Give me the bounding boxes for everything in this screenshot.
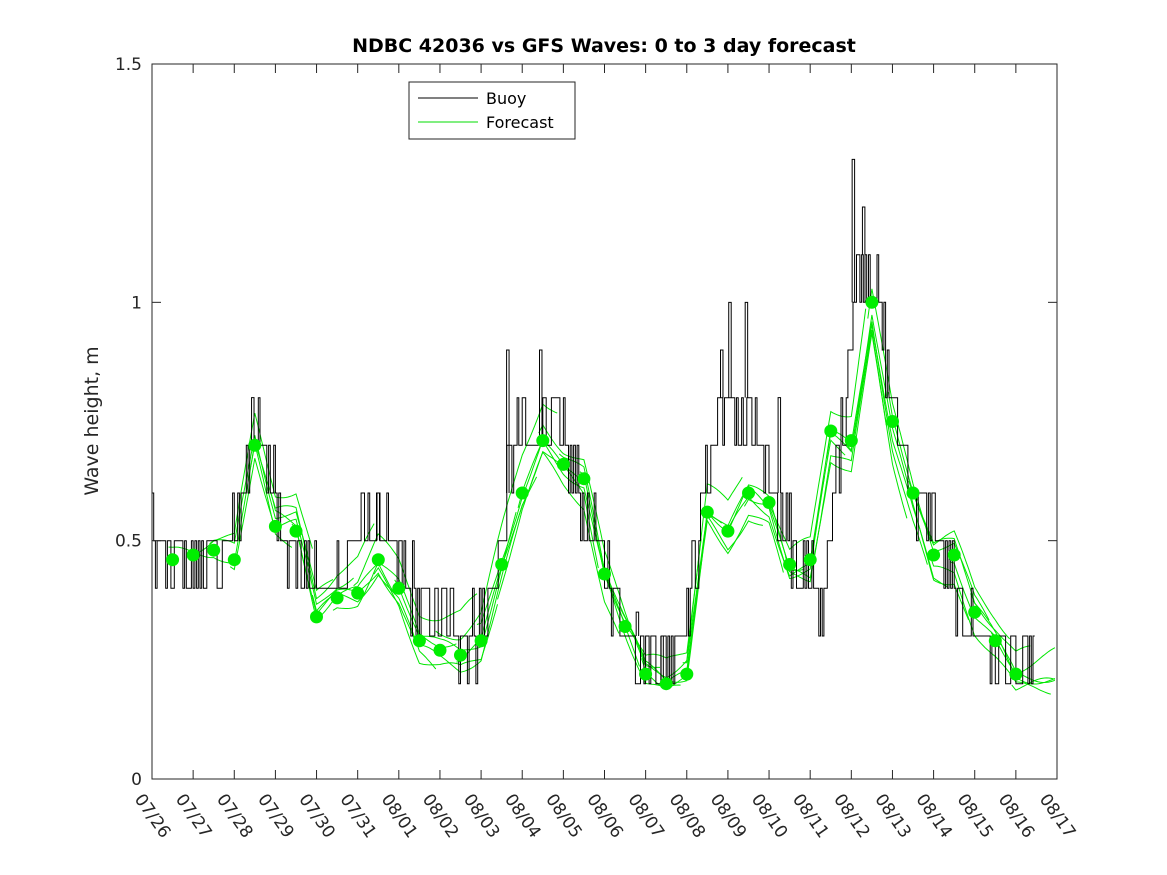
forecast-line [394,511,517,651]
buoy-spike [539,349,543,446]
forecast-marker [536,434,550,448]
legend: Buoy Forecast [408,81,576,140]
buoy-spike [851,158,856,303]
buoy-spike [251,397,255,446]
forecast-line [209,435,334,592]
forecast-marker [227,553,241,567]
forecast-line [353,533,478,622]
forecast-marker [803,553,817,567]
y-tick-label: 0 [131,770,142,790]
forecast-line [373,566,498,666]
forecast-marker [166,553,180,567]
forecast-line [764,333,887,579]
axes-layer [151,63,1058,780]
y-axis-label: Wave height, m [81,346,103,495]
forecast-line [229,458,354,605]
buoy-spike [376,492,380,541]
forecast-line [908,480,1031,652]
forecast-marker [392,581,406,595]
y-tick-labels: 0 0.5 1 1.5 [115,55,142,790]
forecast-marker [886,415,899,428]
forecast-marker [474,634,488,648]
forecast-marker [515,486,529,500]
forecast-line [538,423,660,668]
forecast-marker [947,548,961,562]
forecast-marker [639,667,653,681]
forecast-marker [412,634,426,648]
forecast-marker [268,519,282,533]
forecast-marker [248,438,262,452]
forecast-marker [618,620,632,633]
forecast-marker [906,486,920,500]
forecast-line [497,451,620,634]
forecast-marker [762,496,776,509]
forecast-marker [659,677,673,691]
plot-area [152,64,1057,779]
forecast-marker [927,548,941,562]
buoy-spike [506,349,510,493]
legend-box [408,81,576,140]
forecast-marker [783,558,797,571]
forecast-line [188,412,313,556]
forecast-marker [330,591,344,605]
forecast-marker [844,434,858,448]
forecast-marker [186,548,200,562]
forecast-marker [289,524,303,538]
forecast-marker [495,558,509,571]
forecast-marker [742,486,755,500]
buoy-spike [861,206,866,255]
forecast-marker [577,472,591,486]
y-tick-label: 1 [131,293,142,313]
forecast-marker [1009,667,1023,681]
forecast-marker [351,586,365,600]
series-layer [152,158,1056,695]
buoy-spike [635,611,640,636]
forecast-line [887,392,1011,640]
buoy-spike [720,349,724,398]
legend-buoy-label: Buoy [486,89,526,108]
forecast-marker [700,505,714,519]
forecast-line [620,477,743,679]
y-tick-label: 0.5 [115,532,142,552]
forecast-marker [371,553,385,567]
forecast-marker [556,457,570,471]
buoy-line [152,254,1035,685]
y-tick-label: 1.5 [115,55,142,75]
forecast-marker [968,605,982,619]
buoy-spike [777,397,782,493]
legend-forecast-label: Forecast [486,113,554,132]
forecast-marker [680,667,694,681]
forecast-marker [207,543,221,557]
forecast-marker [865,295,879,309]
forecast-line [435,403,558,641]
forecast-marker [433,643,447,657]
forecast-marker [721,524,735,538]
forecast-marker [310,610,323,624]
forecast-marker [454,648,467,662]
forecast-marker [988,634,1002,648]
buoy-spike [744,301,749,398]
chart-title: NDBC 42036 vs GFS Waves: 0 to 3 day fore… [352,35,856,57]
forecast-line [785,329,908,583]
forecast-marker [824,424,838,438]
buoy-spike [728,301,732,398]
forecast-marker [598,567,611,581]
